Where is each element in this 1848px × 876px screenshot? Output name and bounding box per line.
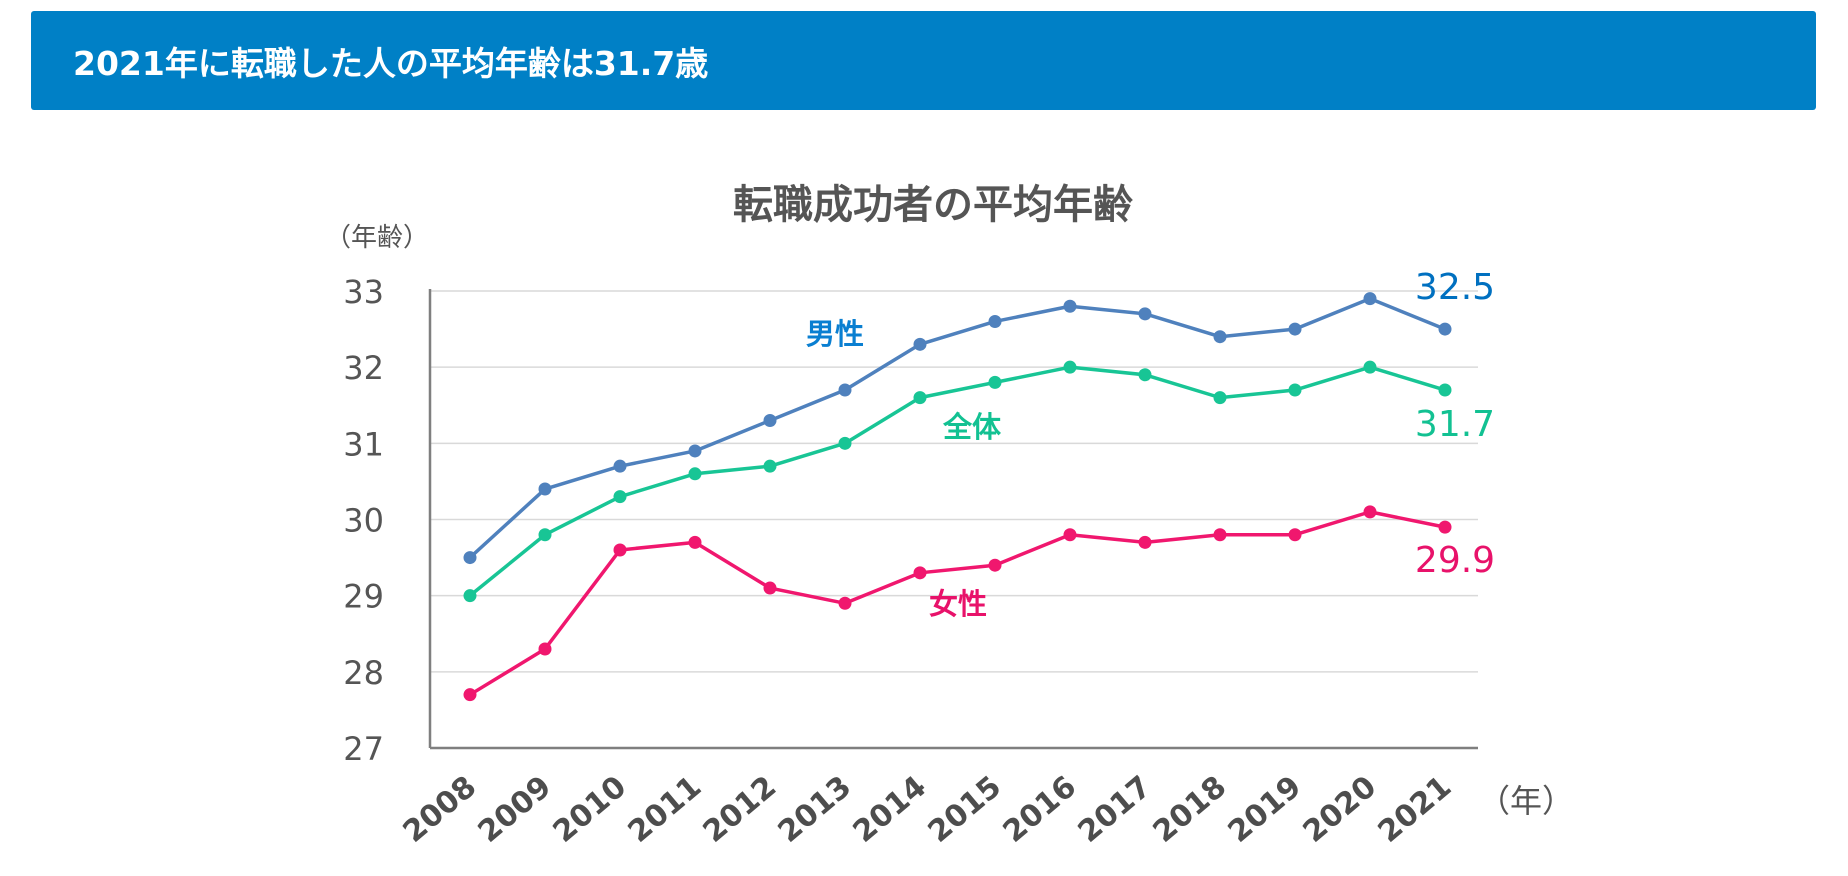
data-point	[538, 482, 552, 496]
x-tick-label: 2019	[1222, 769, 1308, 849]
data-point	[688, 467, 702, 481]
data-point	[1288, 322, 1302, 336]
data-point	[613, 490, 627, 504]
data-point	[613, 459, 627, 473]
y-axis-unit-label: （年齢）	[325, 223, 429, 253]
series-name-label: 男性	[806, 317, 864, 351]
data-point	[1138, 368, 1152, 382]
data-point	[1213, 528, 1227, 542]
y-tick-label: 29	[343, 578, 384, 616]
data-point	[463, 688, 477, 702]
x-axis-unit-label: （年）	[1478, 782, 1574, 820]
y-tick-labels: 27 28 29 30 31 32 33	[343, 273, 384, 768]
data-point	[988, 314, 1002, 328]
data-point	[1438, 322, 1452, 336]
series-line	[468, 510, 1447, 697]
data-point	[1213, 391, 1227, 405]
data-point	[838, 383, 852, 397]
series-line	[468, 296, 1447, 560]
x-tick-label: 2013	[772, 769, 858, 849]
x-tick-label: 2012	[697, 769, 783, 849]
data-point	[1138, 535, 1152, 549]
chart-title: 転職成功者の平均年齢	[733, 182, 1133, 228]
data-point	[763, 413, 777, 427]
x-tick-label: 2018	[1147, 769, 1233, 849]
data-point	[913, 391, 927, 405]
series-line	[468, 365, 1447, 598]
series-name-label: 全体	[942, 410, 1002, 444]
data-point	[913, 337, 927, 351]
x-tick-label: 2010	[547, 769, 633, 849]
data-point	[838, 596, 852, 610]
data-point	[763, 459, 777, 473]
data-point	[1363, 505, 1377, 519]
series-name-label: 女性	[929, 587, 987, 621]
series-lines	[463, 292, 1452, 702]
data-point	[613, 543, 627, 557]
data-point	[1288, 383, 1302, 397]
x-tick-label: 2011	[622, 769, 708, 849]
x-tick-label: 2017	[1072, 769, 1158, 849]
data-point	[538, 528, 552, 542]
y-tick-label: 30	[343, 502, 384, 540]
data-point	[1138, 307, 1152, 321]
end-value-label: 32.5	[1415, 267, 1495, 308]
x-tick-label: 2020	[1297, 769, 1383, 849]
data-point	[1288, 528, 1302, 542]
data-point	[1213, 330, 1227, 344]
data-point	[463, 589, 477, 603]
x-tick-label: 2015	[922, 769, 1008, 849]
data-point	[913, 566, 927, 580]
header-bar: 2021年に転職した人の平均年齢は31.7歳	[31, 11, 1816, 110]
x-tick-label: 2008	[397, 769, 483, 849]
data-point	[1438, 383, 1452, 397]
data-point	[538, 642, 552, 656]
data-point	[688, 535, 702, 549]
data-point	[1063, 528, 1077, 542]
data-point	[988, 375, 1002, 389]
page-title: 2021年に転職した人の平均年齢は31.7歳	[73, 43, 709, 83]
gridlines	[430, 290, 1478, 673]
y-tick-label: 33	[343, 273, 384, 311]
y-tick-label: 32	[343, 349, 384, 387]
data-point	[1438, 520, 1452, 534]
data-point	[838, 436, 852, 450]
x-tick-labels: 2008200920102011201220132014201520162017…	[397, 769, 1458, 849]
x-tick-label: 2014	[847, 769, 933, 849]
y-tick-label: 27	[343, 730, 384, 768]
data-point	[1063, 360, 1077, 374]
data-point	[1363, 360, 1377, 374]
y-tick-label: 28	[343, 654, 384, 692]
data-point	[763, 581, 777, 595]
data-point	[988, 558, 1002, 572]
x-tick-label: 2021	[1372, 769, 1458, 849]
data-point	[1063, 299, 1077, 313]
axes	[428, 289, 1478, 750]
data-point	[1363, 292, 1377, 306]
series-labels: 男性 32.5 全体 31.7 女性 29.9	[806, 267, 1495, 621]
data-point	[688, 444, 702, 458]
y-tick-label: 31	[343, 425, 384, 463]
x-tick-label: 2016	[997, 769, 1083, 849]
end-value-label: 31.7	[1415, 404, 1495, 445]
data-point	[463, 551, 477, 565]
end-value-label: 29.9	[1415, 540, 1495, 581]
x-tick-label: 2009	[472, 769, 558, 849]
